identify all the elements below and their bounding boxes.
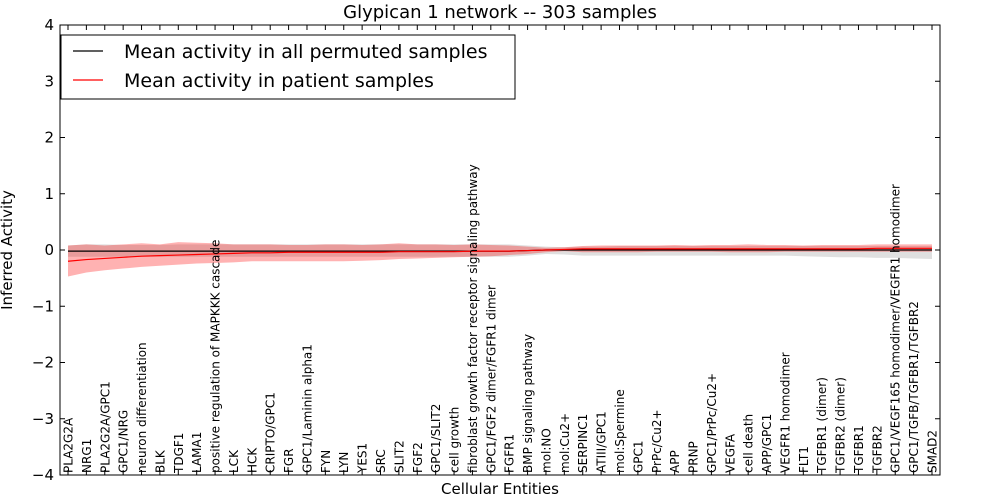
confidence-bands <box>68 242 932 277</box>
y-tick-label: 2 <box>44 129 54 147</box>
legend-label-permuted: Mean activity in all permuted samples <box>124 41 487 63</box>
x-tick-label: YES1 <box>356 443 370 474</box>
line-series-1 <box>67 247 932 262</box>
x-tick-label: mol:NO <box>539 428 553 473</box>
x-axis-title: Cellular Entities <box>441 480 559 498</box>
legend-label-patient: Mean activity in patient samples <box>124 70 434 92</box>
x-tick-label: APP/GPC1 <box>760 414 774 473</box>
y-tick-label: −1 <box>32 297 54 315</box>
x-axis: PLA2G2A NRG1 PLA2G2A/GPC1 GPC1/NRG neuron di… <box>62 25 940 475</box>
x-tick-label: neuron differentiation <box>135 342 149 473</box>
y-tick-label: −2 <box>32 354 54 372</box>
x-tick-label: FYN <box>319 450 333 473</box>
x-tick-label: GPC1/PrPc/Cu2+ <box>705 373 719 473</box>
y-axis-title: Inferred Activity <box>0 190 16 310</box>
x-tick-label: mol:Cu2+ <box>558 413 572 473</box>
y-tick-label: 4 <box>44 16 54 34</box>
x-tick-label: VEGFR1 homodimer <box>778 352 792 473</box>
legend-box <box>60 34 516 100</box>
x-tick-label: GPC1 <box>631 440 645 473</box>
x-tick-label: GPC1/VEGF165 homodimer/VEGFR1 homodimer <box>889 184 903 473</box>
x-tick-label: GPC1/NRG <box>117 410 131 473</box>
x-tick-label: cell death <box>742 414 756 473</box>
x-tick-label: ATIII/GPC1 <box>595 411 609 473</box>
x-tick-label: positive regulation of MAPKKK cascade <box>209 240 223 473</box>
x-tick-label: LCK <box>227 449 241 473</box>
y-tick-label: −4 <box>32 466 54 484</box>
x-tick-label: PLA2G2A <box>62 417 76 473</box>
x-tick-label: TGFBR1 <box>852 425 866 474</box>
x-tick-label: CRIPTO/GPC1 <box>264 392 278 473</box>
x-tick-label: TDGF1 <box>172 433 186 474</box>
x-tick-label: TGFBR2 (dimer) <box>834 377 848 474</box>
y-tick-label: 3 <box>44 72 54 90</box>
x-tick-label: PLA2G2A/GPC1 <box>98 381 112 473</box>
x-tick-label: HCK <box>245 447 259 473</box>
x-tick-label: SLIT2 <box>392 440 406 473</box>
x-tick-label: cell growth <box>448 407 462 473</box>
series-lines <box>67 247 932 262</box>
x-tick-label: GPC1/TGFB/TGFBR1/TGFBR2 <box>907 301 921 473</box>
y-axis: −4 −3 −2 −1 0 1 2 3 4 <box>32 16 940 484</box>
x-tick-label: PrPc/Cu2+ <box>650 409 664 473</box>
x-tick-label: BLK <box>153 449 167 473</box>
x-tick-label: FGFR1 <box>503 434 517 473</box>
y-tick-label: 1 <box>44 185 54 203</box>
x-tick-label: LYN <box>337 452 351 473</box>
y-tick-label: 0 <box>44 241 54 259</box>
x-tick-label: SRC <box>374 449 388 473</box>
x-tick-label: NRG1 <box>80 439 94 473</box>
x-tick-label: PRNP <box>687 441 701 473</box>
x-tick-label: SERPINC1 <box>576 414 590 473</box>
x-tick-label: FLT1 <box>797 446 811 473</box>
x-tick-label: SMAD2 <box>926 430 940 473</box>
legend: Mean activity in all permuted samples Me… <box>60 34 516 100</box>
x-tick-label: VEGFA <box>723 433 737 473</box>
x-tick-label: FGF2 <box>411 442 425 473</box>
x-tick-label: GPC1/SLIT2 <box>429 404 443 473</box>
x-tick-label: GPC1/Laminin alpha1 <box>300 344 314 473</box>
x-tick-label: FGR <box>282 448 296 473</box>
x-tick-label: GPC1/FGF2 dimer/FGFR1 dimer <box>484 285 498 473</box>
x-tick-label: mol:Spermine <box>613 389 627 473</box>
y-tick-label: −3 <box>32 410 54 428</box>
x-tick-label: APP <box>668 450 682 473</box>
band-series-1 <box>68 242 932 277</box>
x-tick-label: BMP signaling pathway <box>521 334 535 473</box>
chart-title: Glypican 1 network -- 303 samples <box>343 2 657 23</box>
x-tick-label: LAMA1 <box>190 432 204 473</box>
x-tick-label: fibroblast growth factor receptor signal… <box>466 164 480 473</box>
x-tick-label: TGFBR1 (dimer) <box>815 377 829 474</box>
x-tick-label: TGFBR2 <box>870 425 884 474</box>
